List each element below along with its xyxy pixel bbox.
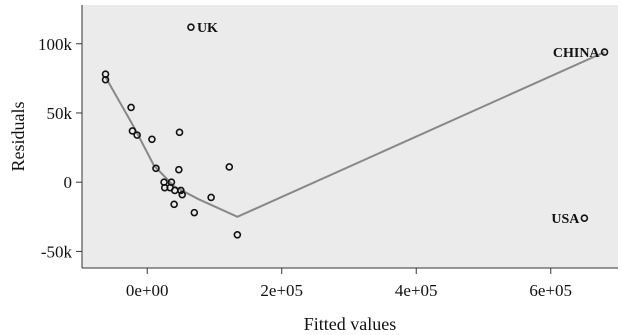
data-point (177, 186, 185, 195)
data-point (175, 165, 183, 174)
data-series: UK CHINA USA (101, 21, 609, 239)
x-tick-label: 6e+05 (529, 281, 572, 300)
y-tick-label: 100k (38, 35, 73, 54)
data-point (187, 23, 195, 31)
data-point (225, 163, 234, 171)
x-axis-title: Fitted values (304, 314, 397, 334)
data-point (207, 193, 215, 202)
smooth-fit-line (104, 51, 605, 218)
data-point (233, 230, 242, 239)
data-point (152, 164, 160, 173)
y-axis-title: Residuals (8, 102, 28, 172)
point-label: USA (551, 212, 580, 227)
y-tick-label: 0 (64, 173, 73, 192)
y-tick-label: 50k (47, 104, 73, 123)
point-label: CHINA (553, 46, 601, 61)
data-point (178, 190, 187, 199)
data-point (580, 214, 589, 222)
point-label: UK (197, 21, 218, 36)
y-axis-ticks: -50k 0 50k 100k (38, 35, 82, 261)
data-point (190, 208, 199, 217)
data-point (101, 75, 110, 84)
data-point (600, 48, 609, 56)
axis-lines (81, 5, 618, 269)
x-tick-label: 0e+00 (126, 281, 169, 300)
x-tick-label: 4e+05 (395, 281, 438, 300)
data-point (148, 135, 156, 144)
data-point (170, 200, 178, 209)
data-point (127, 103, 135, 112)
plot-panel (82, 5, 618, 268)
y-tick-label: -50k (41, 242, 73, 261)
x-axis-ticks: 0e+00 2e+05 4e+05 6e+05 (126, 268, 572, 300)
data-point (128, 127, 137, 135)
data-point (175, 128, 184, 137)
x-tick-label: 2e+05 (260, 281, 303, 300)
data-point (133, 131, 141, 139)
